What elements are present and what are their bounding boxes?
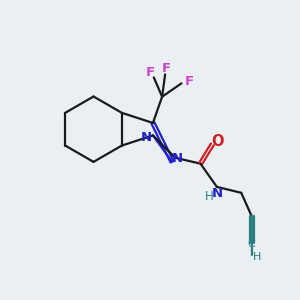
Text: N: N — [141, 131, 152, 144]
Text: H: H — [253, 252, 261, 262]
Text: F: F — [184, 75, 194, 88]
Text: N: N — [212, 187, 223, 200]
Text: O: O — [212, 134, 224, 149]
Text: F: F — [146, 66, 155, 79]
Text: H: H — [204, 190, 213, 203]
Text: N: N — [172, 152, 183, 165]
Text: F: F — [162, 62, 171, 75]
Text: C: C — [248, 239, 256, 249]
